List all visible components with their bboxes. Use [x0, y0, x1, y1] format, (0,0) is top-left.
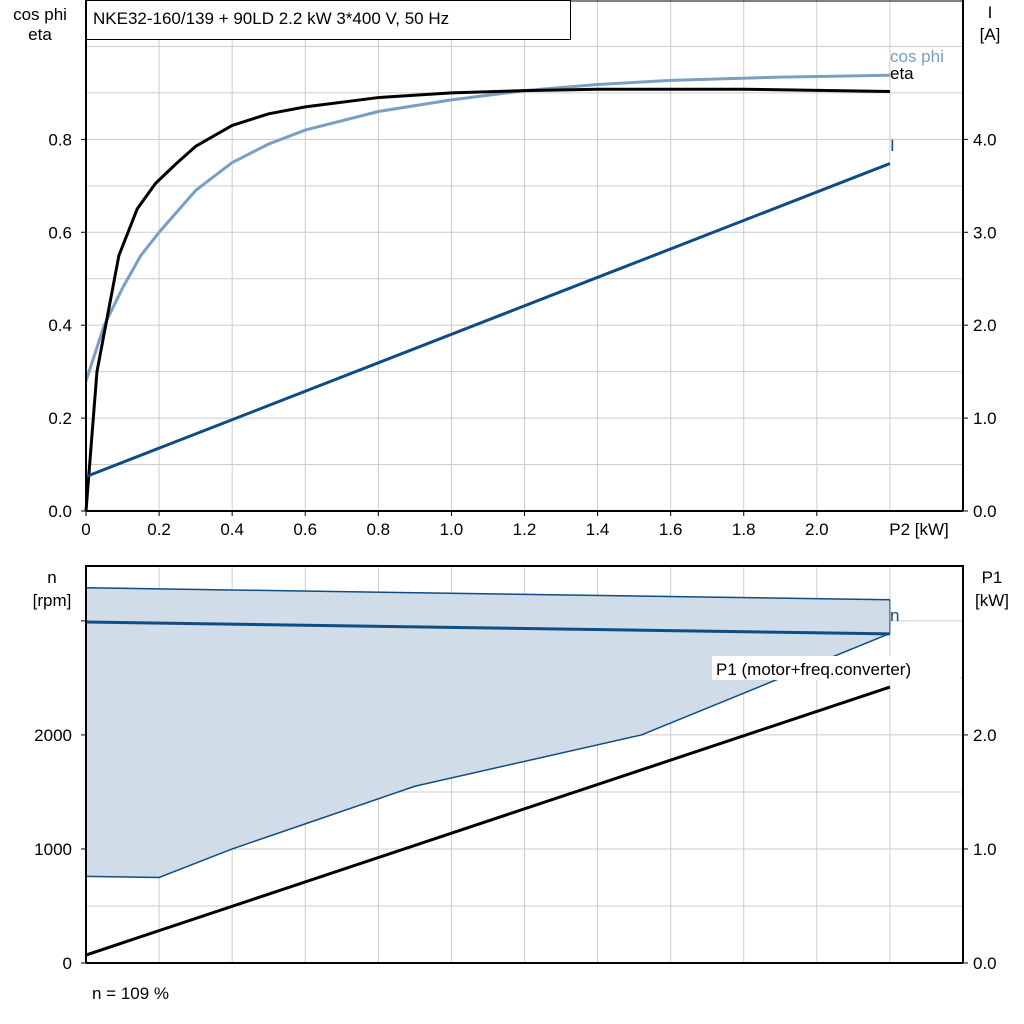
x-tick-label: 2.0	[805, 520, 829, 539]
x-tick-label: 0.8	[367, 520, 391, 539]
ylabel-right-bottom-1: P1	[982, 568, 1003, 587]
y-left-tick-label: 0.0	[48, 502, 72, 521]
x-tick-label: 1.2	[513, 520, 537, 539]
series-lines	[84, 73, 891, 957]
series-label-cos-phi: cos phi	[890, 47, 944, 66]
y-left-tick-label: 0	[63, 954, 72, 973]
y-right-tick-label: 2.0	[973, 726, 997, 745]
y-left-tick-label: 2000	[34, 726, 72, 745]
x-tick-label: 1.4	[586, 520, 610, 539]
ylabel-left-top-2: eta	[28, 25, 52, 44]
x-tick-label: 1.8	[732, 520, 756, 539]
ylabel-right-top-1: I	[988, 3, 993, 22]
chart-title: NKE32-160/139 + 90LD 2.2 kW 3*400 V, 50 …	[93, 9, 449, 28]
p1-label-bg	[712, 656, 960, 680]
series-label-n: n	[890, 606, 899, 625]
x-tick-label: 0.4	[220, 520, 244, 539]
y-left-tick-label: 0.2	[48, 409, 72, 428]
ylabel-right-bottom-2: [kW]	[975, 591, 1009, 610]
y-right-tick-label: 4.0	[973, 130, 997, 149]
y-right-tick-label: 0.0	[973, 954, 997, 973]
ylabel-left-bottom-2: [rpm]	[33, 591, 72, 610]
x-tick-label: 0	[81, 520, 90, 539]
current-line	[85, 162, 891, 479]
x-tick-label: 0.2	[147, 520, 171, 539]
y-right-tick-label: 1.0	[973, 409, 997, 428]
series-label-i: I	[890, 136, 895, 155]
eta-curve	[84, 87, 890, 512]
y-right-tick-label: 3.0	[973, 223, 997, 242]
y-left-tick-label: 0.8	[48, 130, 72, 149]
tick-labels: 0 0.2 0.4 0.6 0.8 1.0 1.2 1.4 1.6 1.8 2.0 0.0 0.2 0.4…	[34, 130, 996, 973]
xlabel-top: P2 [kW]	[889, 520, 949, 539]
y-left-tick-label: 0.6	[48, 223, 72, 242]
y-right-tick-label: 1.0	[973, 840, 997, 859]
title-box	[86, 0, 571, 40]
ylabel-left-bottom-1: n	[47, 568, 56, 587]
y-left-tick-label: 1000	[34, 840, 72, 859]
footer-speed-note: n = 109 %	[92, 984, 169, 1003]
x-tick-label: 1.6	[659, 520, 683, 539]
x-tick-label: 0.6	[293, 520, 317, 539]
cos-phi-curve	[84, 73, 890, 382]
speed-line	[85, 620, 890, 636]
speed-band-lower-line	[85, 632, 891, 879]
speed-band-area	[86, 587, 890, 878]
speed-band-upper-line	[85, 587, 890, 601]
ylabel-right-top-2: [A]	[980, 25, 1001, 44]
speed-range-band	[85, 587, 891, 879]
x-tick-label: 1.0	[440, 520, 464, 539]
y-right-tick-label: 0.0	[973, 502, 997, 521]
y-right-tick-label: 2.0	[973, 316, 997, 335]
series-label-p1: P1 (motor+freq.converter)	[716, 660, 911, 679]
y-left-tick-label: 0.4	[48, 316, 72, 335]
ylabel-left-top-1: cos phi	[13, 5, 67, 24]
series-label-eta: eta	[890, 64, 914, 83]
p1-line	[85, 685, 891, 957]
